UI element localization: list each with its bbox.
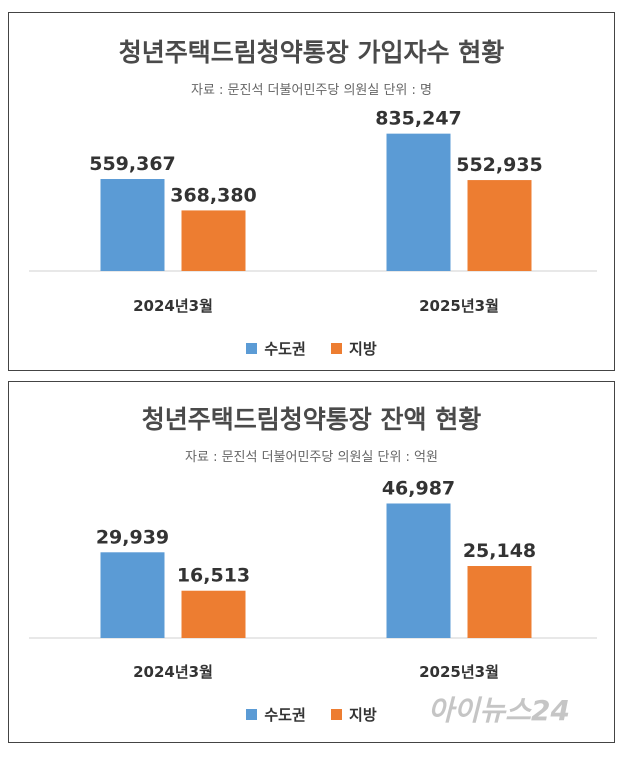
chart-title: 청년주택드림청약통장 잔액 현황 [141, 405, 482, 434]
bar-capital-0 [100, 179, 165, 271]
legend-swatch-regional [331, 709, 343, 720]
chart-subtitle: 자료 : 문진석 더불어민주당 의원실 단위 : 억원 [185, 450, 438, 465]
data-label-regional-1: 25,148 [463, 540, 536, 562]
chart-subtitle: 자료 : 문진석 더불어민주당 의원실 단위 : 명 [190, 83, 432, 98]
chart-panel-balance: 청년주택드림청약통장 잔액 현황 자료 : 문진석 더불어민주당 의원실 단위 … [8, 381, 615, 743]
category-label-1: 2025년3월 [419, 663, 499, 681]
legend-swatch-capital [246, 343, 258, 354]
watermark-logo: 아이뉴스24 [428, 694, 571, 727]
category-label-0: 2024년3월 [133, 297, 213, 315]
bar-chart-subscribers: 559,367 368,380 2024년3월 835,247 552,935 2025년… [29, 108, 597, 315]
legend-label-capital: 수도권 [264, 340, 306, 358]
data-label-regional-0: 368,380 [170, 184, 257, 206]
data-label-capital-0: 29,939 [96, 526, 169, 548]
data-label-regional-0: 16,513 [177, 565, 250, 587]
chart-legend: 수도권 지방 [9, 338, 614, 359]
category-label-0: 2024년3월 [133, 663, 213, 681]
legend-item-regional: 지방 [331, 338, 377, 359]
bar-regional-0 [181, 590, 246, 638]
bar-chart-balance: 29,939 16,513 2024년3월 46,987 25,148 2025년3월 [29, 477, 597, 681]
legend-label-capital: 수도권 [264, 706, 306, 724]
legend-item-capital: 수도권 [246, 338, 306, 359]
bar-regional-1 [467, 566, 532, 638]
chart-title: 청년주택드림청약통장 가입자수 현황 [118, 38, 505, 67]
bar-capital-1 [386, 503, 451, 638]
bar-regional-1 [467, 180, 532, 271]
chart-legend: 수도권 지방 [9, 704, 614, 725]
bar-capital-0 [100, 552, 165, 638]
data-label-regional-1: 552,935 [456, 154, 543, 176]
data-label-capital-1: 46,987 [382, 477, 455, 499]
category-label-1: 2025년3월 [419, 297, 499, 315]
legend-label-regional: 지방 [349, 706, 377, 724]
legend-item-regional: 지방 [331, 704, 377, 725]
data-label-capital-1: 835,247 [375, 108, 462, 130]
legend-swatch-regional [331, 343, 343, 354]
chart-panel-subscribers: 청년주택드림청약통장 가입자수 현황 자료 : 문진석 더불어민주당 의원실 단… [8, 12, 615, 371]
legend-swatch-capital [246, 709, 258, 720]
data-label-capital-0: 559,367 [89, 153, 176, 175]
legend-item-capital: 수도권 [246, 704, 306, 725]
legend-label-regional: 지방 [349, 340, 377, 358]
bar-regional-0 [181, 210, 246, 271]
bar-capital-1 [386, 133, 451, 271]
